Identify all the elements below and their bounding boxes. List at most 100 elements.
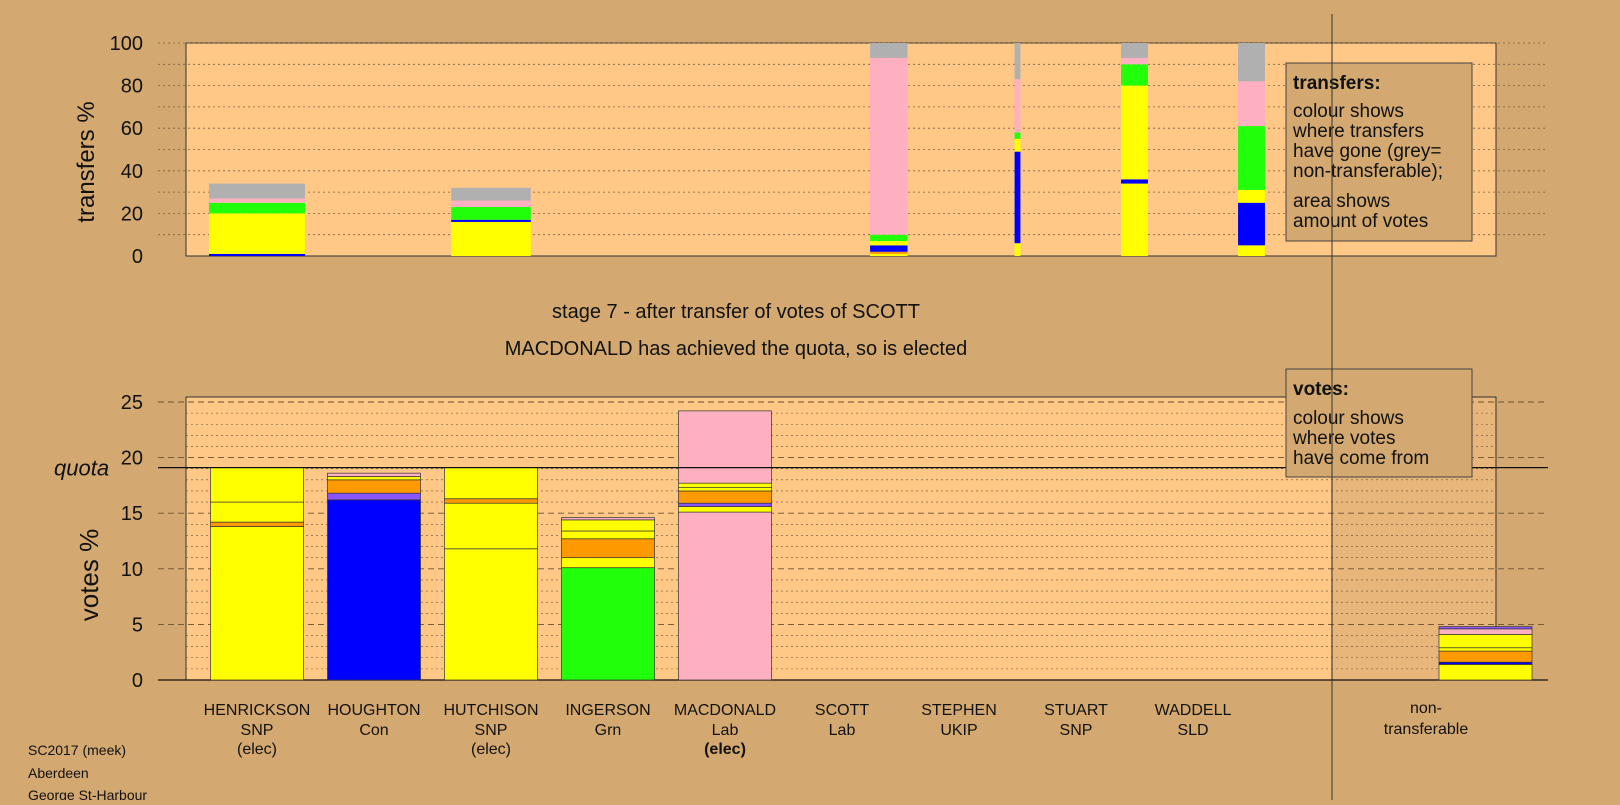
votes-legend-line: have come from: [1293, 448, 1429, 469]
votes-y-ticks: 0 5 10 15 20 25: [121, 392, 143, 692]
transfers-legend-line: have gone (grey=: [1293, 141, 1441, 162]
transfer-segment: [209, 198, 305, 203]
candidate-name-label: WADDELL: [1155, 702, 1232, 719]
y-tick-label: 10: [121, 559, 143, 581]
transfer-segment: [451, 219, 531, 222]
y-tick-label: 0: [132, 246, 143, 268]
transfers-legend-line: colour shows: [1293, 101, 1404, 122]
vote-segment: [1438, 650, 1533, 663]
transfer-segment: [451, 207, 531, 220]
transfer-segment: [870, 253, 908, 256]
vote-segment: [327, 476, 421, 481]
vote-segment: [210, 501, 304, 523]
vote-segment: [444, 467, 538, 500]
candidate-party-label: Grn: [595, 722, 622, 739]
quota-label: quota: [54, 456, 109, 481]
transfers-gridlines: [158, 42, 1548, 236]
transfer-segment: [1238, 43, 1265, 82]
stage-title: stage 7 - after transfer of votes of SCO…: [552, 301, 920, 323]
transfer-segment: [870, 251, 908, 254]
vote-segment: [678, 410, 772, 484]
vote-segment: [561, 517, 655, 521]
non-transferable-label: non-: [1410, 700, 1442, 717]
transfers-legend-line: where transfers: [1292, 121, 1424, 142]
vote-segment: [561, 557, 655, 569]
footer-line: George St-Harbour: [28, 787, 147, 800]
votes-legend-heading: votes:: [1293, 379, 1349, 400]
y-tick-label: 100: [110, 33, 143, 55]
vote-segment: [561, 538, 655, 559]
y-tick-label: 15: [121, 503, 143, 525]
transfer-segment: [1121, 179, 1148, 184]
footer-line: SC2017 (meek): [28, 742, 126, 758]
transfer-segment: [1238, 81, 1265, 127]
vote-segment: [444, 548, 538, 681]
transfer-segment: [870, 57, 908, 235]
transfers-legend-box: [1285, 62, 1473, 242]
y-tick-label: 5: [132, 614, 143, 636]
transfer-segment: [870, 241, 908, 246]
transfers-legend-line: area shows: [1293, 191, 1390, 212]
votes-legend-line: colour shows: [1293, 408, 1404, 429]
transfer-segment: [870, 234, 908, 242]
vote-segment: [210, 467, 304, 503]
vote-segment: [1438, 634, 1533, 649]
vote-segment: [210, 526, 304, 681]
vote-segment: [1438, 647, 1533, 652]
transfer-segment: [209, 213, 305, 254]
candidate-party-label: SLD: [1177, 722, 1208, 739]
vote-segment: [678, 487, 772, 492]
vote-segment: [678, 506, 772, 513]
votes-chart: 0 5 10 15 20 25 quota votes % HENRICKSON SNP (e…: [54, 392, 1548, 758]
transfer-segment: [1014, 79, 1021, 133]
transfers-legend: transfers: colour shows where transfers …: [1285, 62, 1473, 242]
vote-segment: [444, 498, 538, 504]
vote-segment: [210, 521, 304, 527]
transfer-segment: [209, 183, 305, 199]
transfer-segment: [1121, 57, 1148, 65]
transfers-legend-line: amount of votes: [1293, 211, 1428, 232]
candidate-name-label: STUART: [1044, 702, 1108, 719]
transfers-y-ticks: 0 20 40 60 80 100: [110, 33, 143, 268]
transfer-segment: [451, 200, 531, 208]
non-transferable-label: transferable: [1384, 721, 1469, 738]
stage-subtitle: MACDONALD has achieved the quota, so is …: [505, 338, 967, 360]
vote-segment: [678, 502, 772, 507]
transfer-segment: [1014, 132, 1021, 139]
transfer-segment: [1238, 126, 1265, 190]
candidate-name-label: MACDONALD: [674, 702, 776, 719]
transfer-segment: [1014, 151, 1021, 244]
transfer-segment: [1238, 202, 1265, 246]
candidate-party-label: Lab: [712, 722, 739, 739]
candidate-party-label: Con: [359, 722, 388, 739]
y-tick-label: 20: [121, 448, 143, 470]
vote-segment: [327, 499, 421, 681]
transfer-segment: [1014, 138, 1021, 152]
vote-segment: [561, 567, 655, 681]
candidate-status-label: (elec): [471, 741, 511, 758]
vote-segment: [678, 511, 772, 681]
transfer-segment: [1121, 183, 1148, 256]
votes-legend-line: where votes: [1292, 428, 1395, 449]
transfers-legend-line: non-transferable);: [1293, 161, 1443, 182]
candidate-party-label: SNP: [1060, 722, 1093, 739]
y-tick-label: 40: [121, 161, 143, 183]
transfers-bars: [209, 43, 1265, 256]
transfer-segment: [1121, 64, 1148, 86]
candidate-status-label: (elec): [237, 741, 277, 758]
candidate-name-label: INGERSON: [565, 702, 650, 719]
y-tick-label: 20: [121, 203, 143, 225]
vote-segment: [327, 492, 421, 501]
candidate-party-label: Lab: [829, 722, 856, 739]
candidate-name-label: STEPHEN: [921, 702, 997, 719]
vote-segment: [1438, 628, 1533, 635]
y-tick-label: 25: [121, 392, 143, 414]
votes-bars: [210, 410, 1533, 681]
vote-segment: [561, 519, 655, 532]
candidate-labels: HENRICKSON SNP (elec) HOUGHTON Con HUTCHISON S…: [204, 702, 1232, 758]
vote-segment: [327, 479, 421, 494]
candidate-party-label: SNP: [241, 722, 274, 739]
vote-segment: [561, 530, 655, 540]
